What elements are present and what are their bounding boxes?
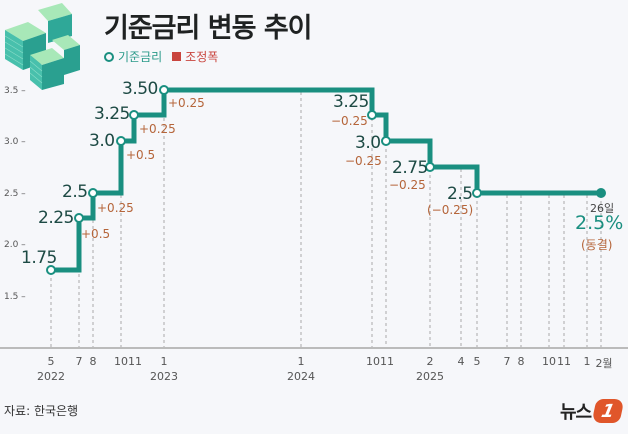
change-label: −0.25 <box>389 178 426 192</box>
svg-text:3.0 –: 3.0 – <box>4 137 26 147</box>
source-label: 자료: 한국은행 <box>4 404 79 418</box>
value-label: 3.50 <box>122 79 158 99</box>
money-stack-icon <box>4 3 80 90</box>
x-tick: 10 <box>366 355 380 368</box>
value-label: 3.0 <box>355 133 381 153</box>
value-label: 2.25 <box>38 208 74 228</box>
x-tick: 4 <box>457 355 465 368</box>
value-label: 2.5 <box>447 184 473 204</box>
chart-title: 기준금리 변동 추이 <box>104 13 313 44</box>
news1-logo: 뉴스 1 <box>560 398 625 424</box>
legend: 기준금리 조정폭 <box>104 48 218 65</box>
final-day: 26일 <box>590 202 615 215</box>
svg-text:2.5 –: 2.5 – <box>4 189 26 199</box>
x-tick: 7 <box>503 355 511 368</box>
x-tick: 8 <box>89 355 97 368</box>
x-year: 2023 <box>150 370 178 383</box>
legend-adjustment: 조정폭 <box>185 50 219 64</box>
x-tick: 10 <box>542 355 556 368</box>
x-tick: 11 <box>380 355 394 368</box>
value-label: 3.0 <box>89 131 115 151</box>
svg-text:2.0 –: 2.0 – <box>4 240 26 250</box>
y-axis: 3.5 – 3.0 – 2.5 – 2.0 – 1.5 – <box>4 86 26 302</box>
gridlines <box>50 92 602 348</box>
legend-base-rate: 기준금리 <box>118 50 163 64</box>
x-tick: 1 <box>160 355 168 368</box>
change-label: (−0.25) <box>427 203 474 217</box>
value-label: 2.5 <box>62 182 88 202</box>
change-label: +0.25 <box>139 122 176 136</box>
rate-markers <box>46 85 482 275</box>
x-tick: 11 <box>128 355 142 368</box>
logo-text: 뉴스 <box>560 402 592 423</box>
value-label: 1.75 <box>21 248 57 268</box>
x-tick: 2월 <box>595 357 613 370</box>
x-tick: 11 <box>557 355 571 368</box>
value-label: 3.25 <box>94 104 130 124</box>
legend-circle-icon <box>104 51 114 62</box>
x-tick: 5 <box>47 355 55 368</box>
final-marker <box>596 188 606 198</box>
x-tick: 10 <box>114 355 128 368</box>
x-tick: 2 <box>426 355 434 368</box>
x-tick: 1 <box>583 355 591 368</box>
value-label: 2.75 <box>392 158 428 178</box>
change-label: +0.5 <box>81 227 111 241</box>
x-tick: 7 <box>75 355 83 368</box>
x-tick: 8 <box>517 355 525 368</box>
final-value: 2.5% <box>575 212 624 234</box>
svg-text:3.5 –: 3.5 – <box>4 86 26 96</box>
change-label: +0.25 <box>168 96 205 110</box>
logo-badge: 1 <box>591 399 625 423</box>
svg-text:1.5 –: 1.5 – <box>4 292 26 302</box>
legend-square-icon <box>172 52 182 61</box>
final-status: (동결) <box>581 238 613 252</box>
x-tick: 5 <box>473 355 481 368</box>
x-year: 2024 <box>287 370 315 383</box>
change-label: +0.25 <box>97 201 134 215</box>
x-year: 2022 <box>37 370 65 383</box>
x-tick: 1 <box>297 355 305 368</box>
change-label: −0.25 <box>345 154 382 168</box>
x-year: 2025 <box>416 370 444 383</box>
value-label: 3.25 <box>333 92 369 112</box>
change-label: +0.5 <box>126 148 156 162</box>
change-label: −0.25 <box>331 114 368 128</box>
